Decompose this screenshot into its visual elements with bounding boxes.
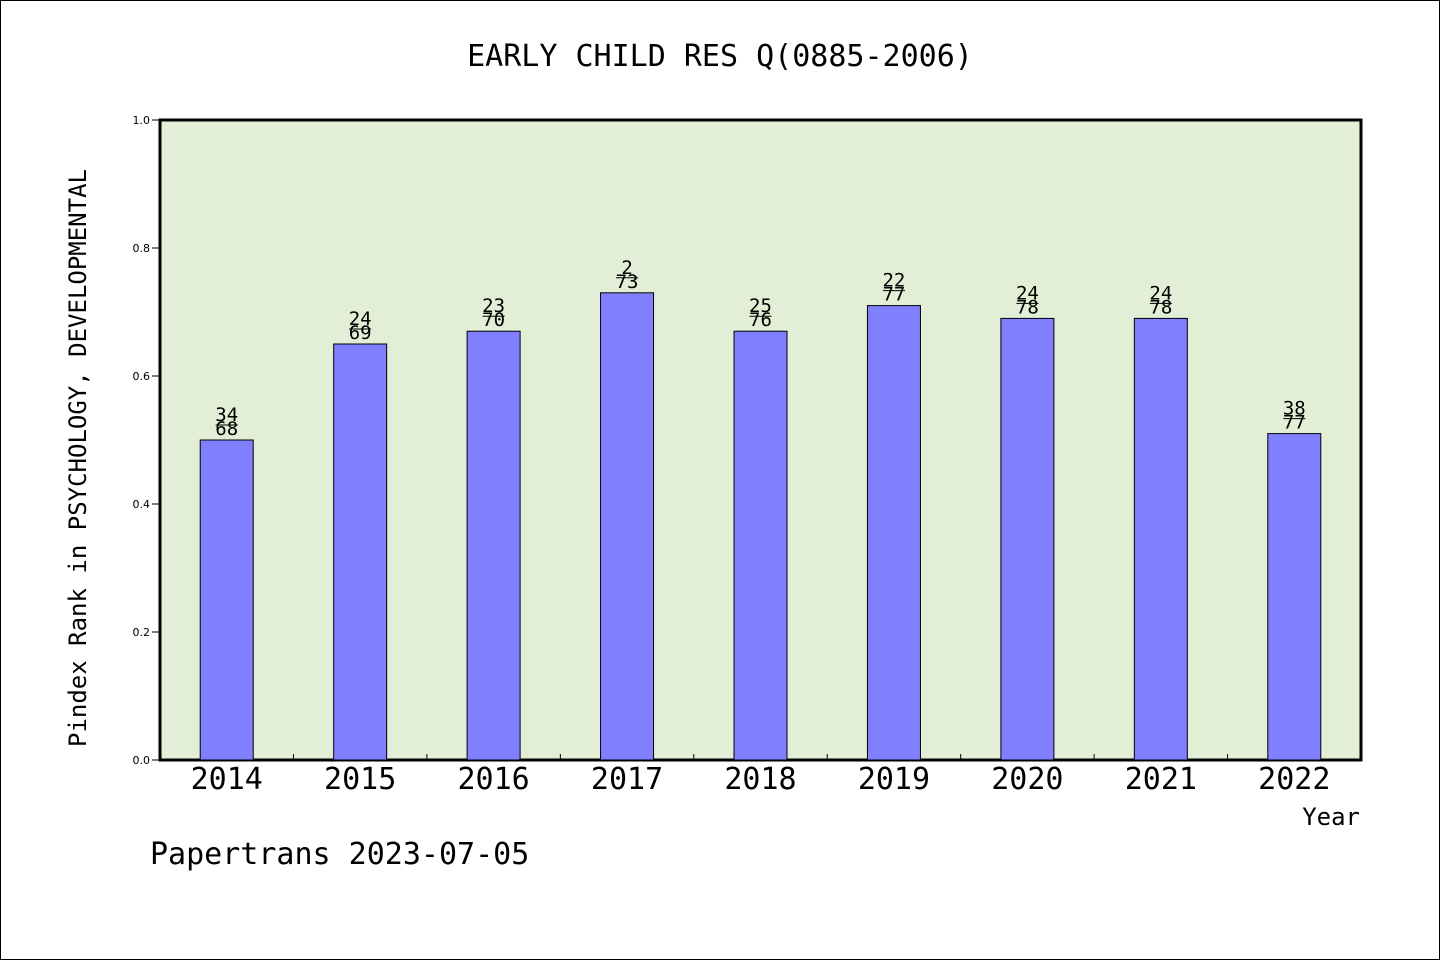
- bar-2019: [866, 305, 921, 761]
- total-label-2018: 76: [749, 309, 772, 331]
- rank-label-2014: 34: [215, 404, 238, 426]
- x-tick-label-2021: 2021: [1125, 762, 1197, 797]
- rank-label-2017: 2: [621, 257, 632, 279]
- x-tick-label-2022: 2022: [1258, 762, 1330, 797]
- total-label-2019: 77: [882, 284, 905, 306]
- y-tick-label: 0.2: [133, 626, 151, 639]
- bar-2020: [1000, 317, 1055, 761]
- bar-2016: [466, 330, 521, 761]
- y-tick-label: 0.8: [133, 242, 151, 255]
- x-axis-label: Year: [1302, 803, 1360, 831]
- bar-2015: [333, 343, 388, 761]
- x-tick-label-2017: 2017: [591, 762, 663, 797]
- x-tick-label-2018: 2018: [724, 762, 796, 797]
- x-tick-label-2020: 2020: [991, 762, 1063, 797]
- bar-2021: [1133, 317, 1188, 761]
- bar-2018: [733, 330, 788, 761]
- y-axis: 0.0 0.2 0.4 0.6 0.8 1.0: [133, 114, 160, 767]
- rank-label-2022: 38: [1283, 398, 1306, 420]
- y-tick-label: 0.6: [133, 370, 151, 383]
- x-tick-label-2015: 2015: [324, 762, 396, 797]
- bar-2022: [1267, 433, 1322, 761]
- x-tick-label-2019: 2019: [858, 762, 930, 797]
- total-label-2017: 73: [616, 271, 639, 293]
- total-label-2014: 68: [215, 418, 238, 440]
- y-tick-label: 0.0: [133, 754, 151, 767]
- x-tick-label-2016: 2016: [457, 762, 529, 797]
- total-label-2015: 69: [349, 322, 372, 344]
- footer-credit: Papertrans 2023-07-05: [150, 837, 529, 872]
- total-label-2021: 78: [1149, 296, 1172, 318]
- x-tick-label-2014: 2014: [191, 762, 263, 797]
- rank-label-2019: 22: [882, 270, 905, 292]
- rank-label-2018: 25: [749, 295, 772, 317]
- total-label-2020: 78: [1016, 296, 1039, 318]
- y-tick-label: 0.4: [133, 498, 151, 511]
- rank-label-2015: 24: [349, 308, 372, 330]
- x-axis: 2014 2015 2016 2017 2018 2019 2020 2021 2022: [191, 754, 1330, 797]
- rank-label-2020: 24: [1016, 282, 1039, 304]
- rank-label-2021: 24: [1149, 282, 1172, 304]
- bar-2017: [600, 292, 655, 761]
- bar-2014: [199, 439, 254, 761]
- rank-label-2016: 23: [482, 295, 505, 317]
- y-axis-label: Pindex Rank in PSYCHOLOGY, DEVELOPMENTAL: [64, 169, 92, 747]
- chart-title: EARLY CHILD RES Q(0885-2006): [467, 39, 973, 74]
- total-label-2016: 70: [482, 309, 505, 331]
- bars-layer: [199, 292, 1322, 761]
- total-label-2022: 77: [1283, 412, 1306, 434]
- y-tick-label: 1.0: [133, 114, 151, 127]
